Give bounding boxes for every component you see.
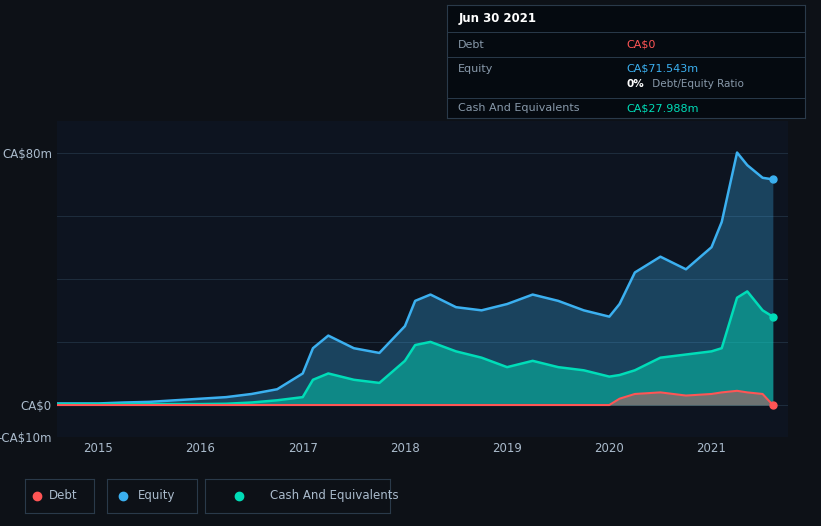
Text: Debt: Debt: [458, 40, 485, 50]
Text: CA$71.543m: CA$71.543m: [626, 64, 698, 74]
Text: 0%: 0%: [626, 79, 644, 89]
Text: Debt/Equity Ratio: Debt/Equity Ratio: [649, 79, 744, 89]
Text: Cash And Equivalents: Cash And Equivalents: [270, 489, 398, 502]
Text: CA$0: CA$0: [626, 40, 655, 50]
Text: CA$27.988m: CA$27.988m: [626, 103, 699, 113]
Text: Debt: Debt: [49, 489, 78, 502]
Text: Equity: Equity: [458, 64, 493, 74]
Text: Cash And Equivalents: Cash And Equivalents: [458, 103, 580, 113]
Text: Equity: Equity: [138, 489, 176, 502]
Text: Jun 30 2021: Jun 30 2021: [458, 12, 536, 25]
